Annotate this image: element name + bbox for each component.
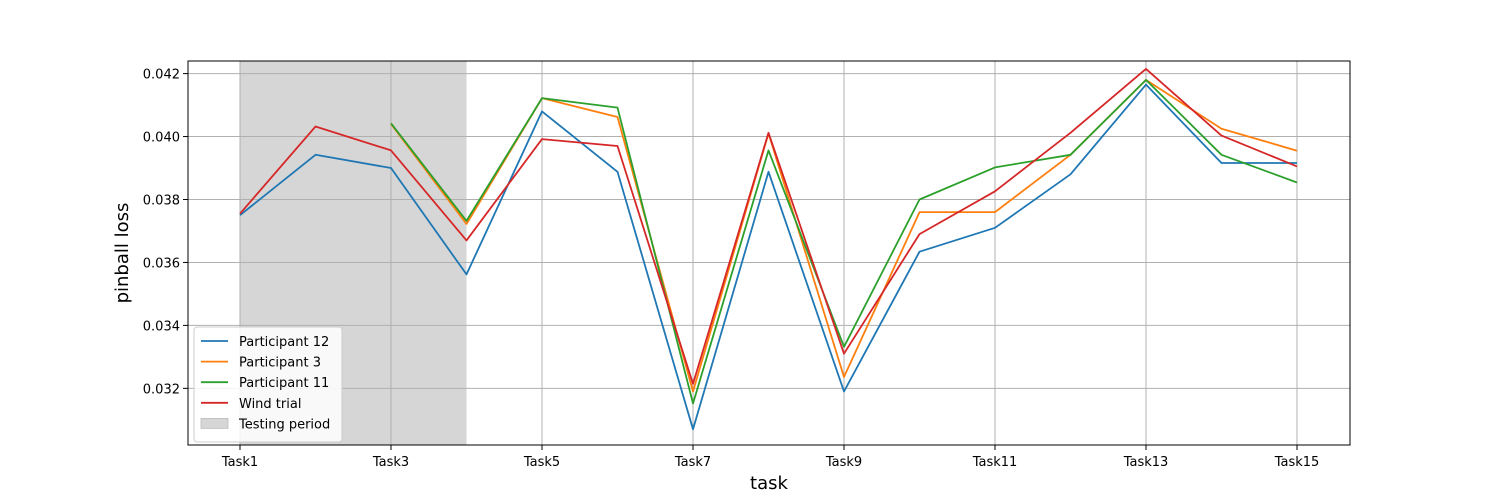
legend-label-participant-12: Participant 12 [239,335,329,350]
legend-label-testing-period: Testing period [238,417,330,432]
y-axis-title: pinball loss [112,203,133,304]
x-axis-title: task [750,473,788,494]
y-tick-label: 0.040 [143,131,180,146]
plot-frame [187,60,1351,446]
x-tick-label: Task3 [372,455,409,470]
series-line-wind-trial [239,68,1298,385]
legend-box [193,326,343,443]
legend: Participant 12 Participant 3 Participant 1… [193,326,343,443]
x-axis: Task1 Task3 Task5 Task7 Task9 Task11 Task13 Tas… [221,445,1319,470]
x-tick-label: Task1 [221,455,258,470]
series-line-participant-11 [390,79,1298,405]
legend-label-participant-11: Participant 11 [239,376,329,391]
y-tick-label: 0.034 [143,319,180,334]
legend-label-wind-trial: Wind trial [239,397,301,412]
y-tick-label: 0.042 [143,68,180,83]
y-axis: 0.032 0.034 0.036 0.038 0.040 0.042 [143,68,188,397]
series-lines [239,68,1298,431]
grid-lines [188,61,1350,445]
series-line-participant-12 [239,83,1297,431]
y-tick-label: 0.036 [143,256,180,271]
x-tick-label: Task11 [972,455,1018,470]
legend-swatch-testing-period [200,417,229,429]
y-tick-label: 0.038 [143,193,180,208]
x-tick-label: Task15 [1274,455,1320,470]
y-tick-label: 0.032 [143,382,180,397]
legend-label-participant-3: Participant 3 [239,356,321,371]
x-tick-label: Task5 [523,455,560,470]
x-tick-label: Task7 [674,455,711,470]
x-tick-label: Task9 [825,455,862,470]
x-tick-label: Task13 [1123,455,1169,470]
